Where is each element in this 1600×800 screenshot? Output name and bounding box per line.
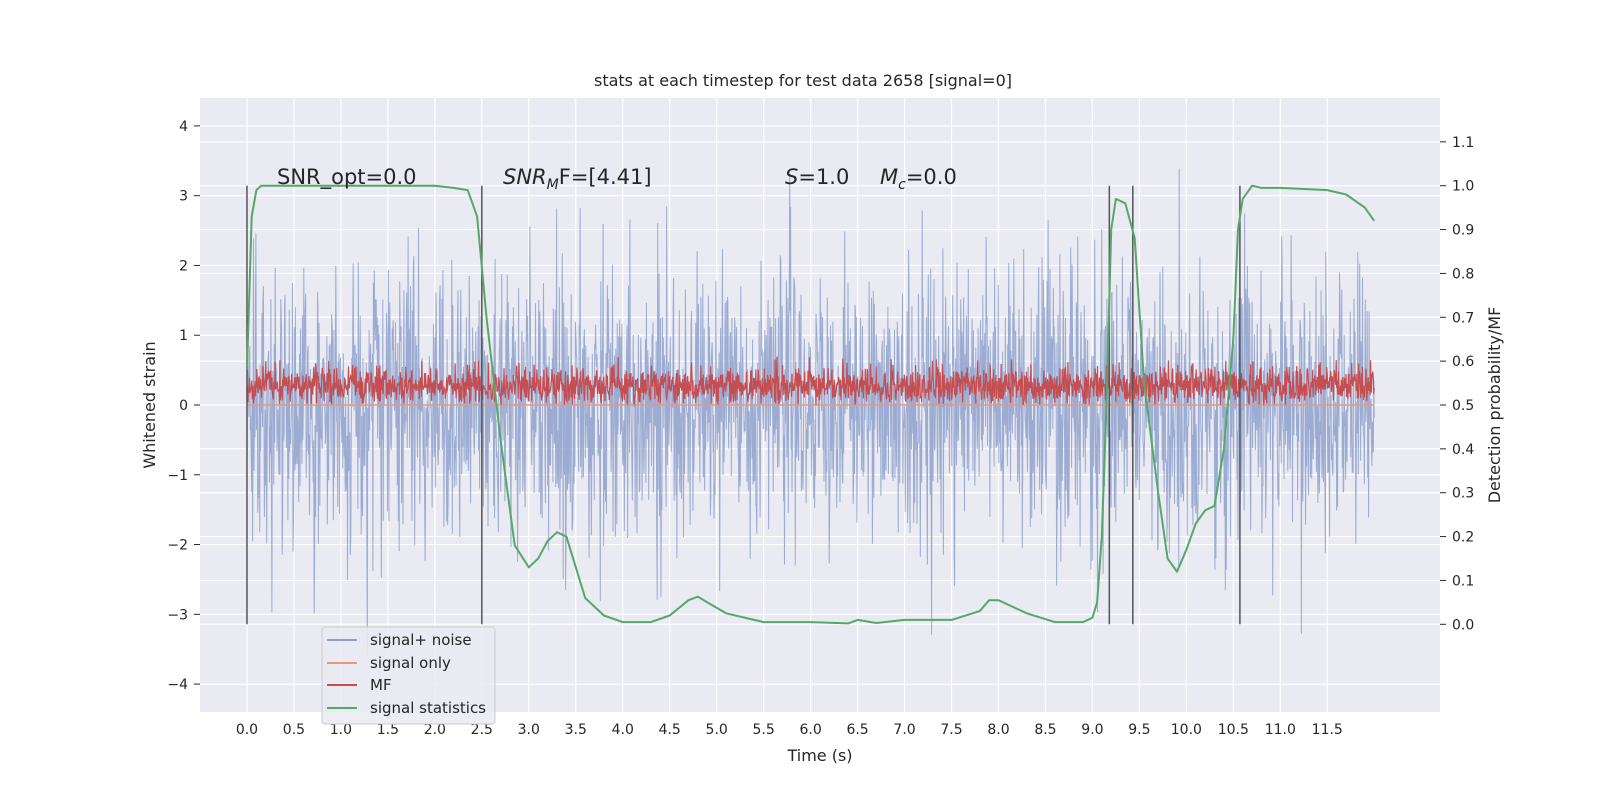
right-y-tick-label: 0.6	[1452, 354, 1474, 370]
x-tick-label: 10.5	[1218, 722, 1249, 738]
y-tick-label: −1	[167, 468, 188, 484]
annotation-s-text: S=1.0	[785, 165, 849, 189]
y-tick-label: −3	[167, 607, 188, 623]
legend-label-mf: MF	[370, 676, 392, 694]
y-tick-label: 4	[179, 119, 188, 135]
legend-item-signal-statistics: signal statistics	[327, 699, 486, 717]
signal-noise-line	[246, 168, 1375, 656]
annotation-snr-opt: SNR_opt=0.0	[277, 165, 417, 190]
annotation-snr-mf-rest: F=[4.41]	[559, 165, 652, 189]
right-y-axis-ticks: 1.1 1.0 0.9 0.8 0.7 0.6 0.5 0.4 0.3 0.2 0.1 0.0	[1440, 135, 1474, 633]
legend-label-signal-noise: signal+ noise	[370, 631, 472, 649]
y-tick-label: −2	[167, 538, 188, 554]
mf-series	[246, 356, 1375, 406]
legend-label-signal-statistics: signal statistics	[370, 699, 486, 717]
right-y-tick-label: 0.9	[1452, 223, 1474, 239]
right-y-tick-label: 0.2	[1452, 530, 1474, 546]
legend-item-mf: MF	[327, 676, 392, 694]
x-tick-label: 3.5	[565, 722, 587, 738]
legend-item-signal-only: signal only	[327, 654, 451, 672]
x-tick-label: 7.0	[893, 722, 915, 738]
annotation-s: S=1.0	[785, 165, 849, 189]
y-axis-label: Whitened strain	[140, 341, 159, 468]
x-tick-label: 6.5	[846, 722, 868, 738]
annotation-snr-mf-text: SNRMF=[4.41]	[503, 165, 652, 193]
annotation-snr-mf-sub: M	[547, 177, 559, 193]
right-y-tick-label: 0.0	[1452, 617, 1474, 633]
x-tick-label: 0.5	[283, 722, 305, 738]
y-tick-label: 3	[179, 189, 188, 205]
x-tick-label: 1.0	[330, 722, 352, 738]
signal-noise-series	[246, 168, 1375, 656]
right-y-tick-label: 0.1	[1452, 573, 1474, 589]
right-y-tick-label: 0.8	[1452, 266, 1474, 282]
right-y-tick-label: 0.7	[1452, 310, 1474, 326]
y-tick-label: 0	[179, 398, 188, 414]
x-tick-label: 5.0	[706, 722, 728, 738]
x-tick-label: 8.5	[1034, 722, 1056, 738]
y-tick-label: 2	[179, 258, 188, 274]
x-axis-ticks: 0.0 0.5 1.0 1.5 2.0 2.5 3.0 3.5 4.0 4.5 5.0 5.5 6.0 6…	[236, 722, 1343, 738]
x-tick-label: 8.0	[987, 722, 1009, 738]
annotation-mc: Mc=0.0	[880, 165, 957, 193]
annotation-snr-mf-italic: SNR	[503, 165, 547, 189]
x-tick-label: 10.0	[1171, 722, 1202, 738]
right-y-tick-label: 1.0	[1452, 179, 1474, 195]
y-tick-label: −4	[167, 677, 188, 693]
annotation-mc-sub: c	[898, 177, 906, 193]
annotation-mc-text: Mc=0.0	[880, 165, 957, 193]
right-y-tick-label: 1.1	[1452, 135, 1474, 151]
annotation-snr-mf: SNRMF=[4.41]	[503, 165, 652, 193]
x-tick-label: 11.0	[1265, 722, 1296, 738]
x-tick-label: 7.5	[940, 722, 962, 738]
x-tick-label: 4.5	[659, 722, 681, 738]
x-tick-label: 6.0	[799, 722, 821, 738]
legend-label-signal-only: signal only	[370, 654, 451, 672]
x-tick-label: 9.5	[1128, 722, 1150, 738]
legend-box	[321, 626, 496, 725]
chart-title: stats at each timestep for test data 265…	[594, 71, 1012, 90]
x-tick-label: 0.0	[236, 722, 258, 738]
right-y-axis-label: Detection probability/MF	[1485, 307, 1504, 504]
x-tick-label: 2.0	[424, 722, 446, 738]
x-tick-label: 11.5	[1312, 722, 1343, 738]
x-tick-label: 3.0	[518, 722, 540, 738]
legend: signal+ noise signal only MF signal stat…	[321, 626, 496, 725]
signal-statistics-series	[246, 184, 1376, 625]
right-y-tick-label: 0.5	[1452, 398, 1474, 414]
y-tick-label: 1	[179, 328, 188, 344]
annotation-mc-italic: M	[880, 165, 898, 189]
x-tick-label: 4.0	[612, 722, 634, 738]
x-tick-label: 9.0	[1081, 722, 1103, 738]
annotation-mc-rest: =0.0	[906, 165, 957, 189]
right-y-tick-label: 0.4	[1452, 442, 1474, 458]
vertical-markers	[246, 185, 1241, 625]
x-tick-label: 5.5	[753, 722, 775, 738]
x-tick-label: 1.5	[377, 722, 399, 738]
annotation-s-italic: S	[785, 165, 798, 189]
y-axis-ticks: 4 3 2 1 0 −1 −2 −3 −4	[167, 119, 200, 693]
annotation-s-rest: =1.0	[798, 165, 849, 189]
signal-statistics-line	[246, 184, 1376, 625]
x-tick-label: 2.5	[471, 722, 493, 738]
right-y-tick-label: 0.3	[1452, 486, 1474, 502]
mf-line	[246, 356, 1375, 406]
annotation-snr-opt-text: SNR_opt=0.0	[277, 165, 417, 190]
legend-item-signal-noise: signal+ noise	[327, 631, 472, 649]
x-axis-label: Time (s)	[786, 746, 852, 765]
